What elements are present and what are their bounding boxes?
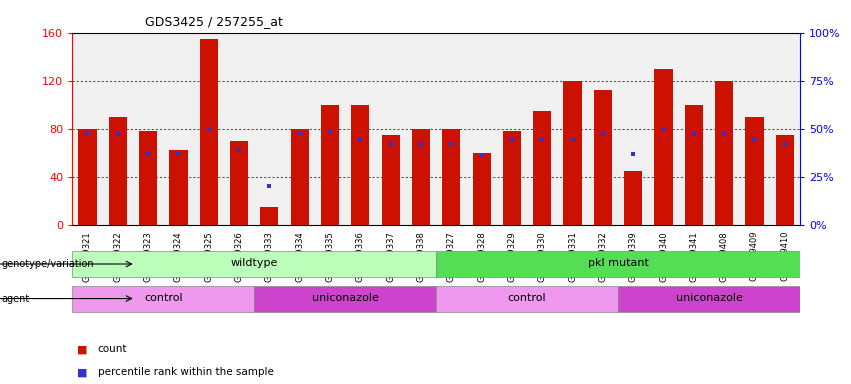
Point xyxy=(202,126,215,132)
Text: percentile rank within the sample: percentile rank within the sample xyxy=(98,367,274,377)
Bar xyxy=(321,105,339,225)
Point xyxy=(353,137,367,143)
Bar xyxy=(503,131,521,225)
Bar xyxy=(351,105,369,225)
Point xyxy=(293,131,306,137)
Point xyxy=(717,131,731,137)
Bar xyxy=(594,90,612,225)
Text: agent: agent xyxy=(2,294,30,304)
Point xyxy=(444,141,458,147)
Bar xyxy=(139,131,157,225)
Bar xyxy=(412,129,430,225)
Bar xyxy=(775,135,794,225)
Bar xyxy=(381,135,400,225)
Point xyxy=(626,151,640,157)
Point xyxy=(141,151,155,157)
Bar xyxy=(436,251,800,277)
Bar xyxy=(472,153,491,225)
Text: wildtype: wildtype xyxy=(231,258,278,268)
Bar xyxy=(563,81,581,225)
Bar xyxy=(260,207,278,225)
Text: genotype/variation: genotype/variation xyxy=(2,259,94,269)
Text: uniconazole: uniconazole xyxy=(311,293,379,303)
Point xyxy=(535,137,549,143)
Bar xyxy=(443,129,460,225)
Point xyxy=(384,141,397,147)
Point xyxy=(172,151,186,157)
Point xyxy=(778,141,791,147)
Bar xyxy=(618,286,800,311)
Bar xyxy=(533,111,551,225)
Point xyxy=(687,131,700,137)
Bar xyxy=(685,105,703,225)
Point xyxy=(111,131,124,137)
Point xyxy=(323,129,337,136)
Text: count: count xyxy=(98,344,128,354)
Bar xyxy=(109,117,127,225)
Bar xyxy=(436,286,618,311)
Bar xyxy=(290,129,309,225)
Point xyxy=(657,126,671,132)
Text: GDS3425 / 257255_at: GDS3425 / 257255_at xyxy=(145,15,283,28)
Bar xyxy=(654,69,672,225)
Bar xyxy=(169,150,187,225)
Bar xyxy=(230,141,248,225)
Point xyxy=(414,141,428,147)
Point xyxy=(81,131,94,137)
Bar xyxy=(624,170,643,225)
Bar xyxy=(72,286,254,311)
Point xyxy=(748,137,762,143)
Bar xyxy=(78,129,96,225)
Text: ■: ■ xyxy=(77,344,87,354)
Point xyxy=(232,147,246,153)
Point xyxy=(263,183,277,189)
Point xyxy=(475,152,488,159)
Point xyxy=(505,137,519,143)
Bar xyxy=(745,117,763,225)
Text: uniconazole: uniconazole xyxy=(676,293,742,303)
Bar xyxy=(200,39,218,225)
Bar xyxy=(715,81,734,225)
Text: pkl mutant: pkl mutant xyxy=(587,258,648,268)
Text: control: control xyxy=(508,293,546,303)
Text: ■: ■ xyxy=(77,367,87,377)
Bar xyxy=(254,286,436,311)
Bar xyxy=(72,251,436,277)
Point xyxy=(596,131,609,137)
Point xyxy=(566,137,580,143)
Text: control: control xyxy=(144,293,183,303)
